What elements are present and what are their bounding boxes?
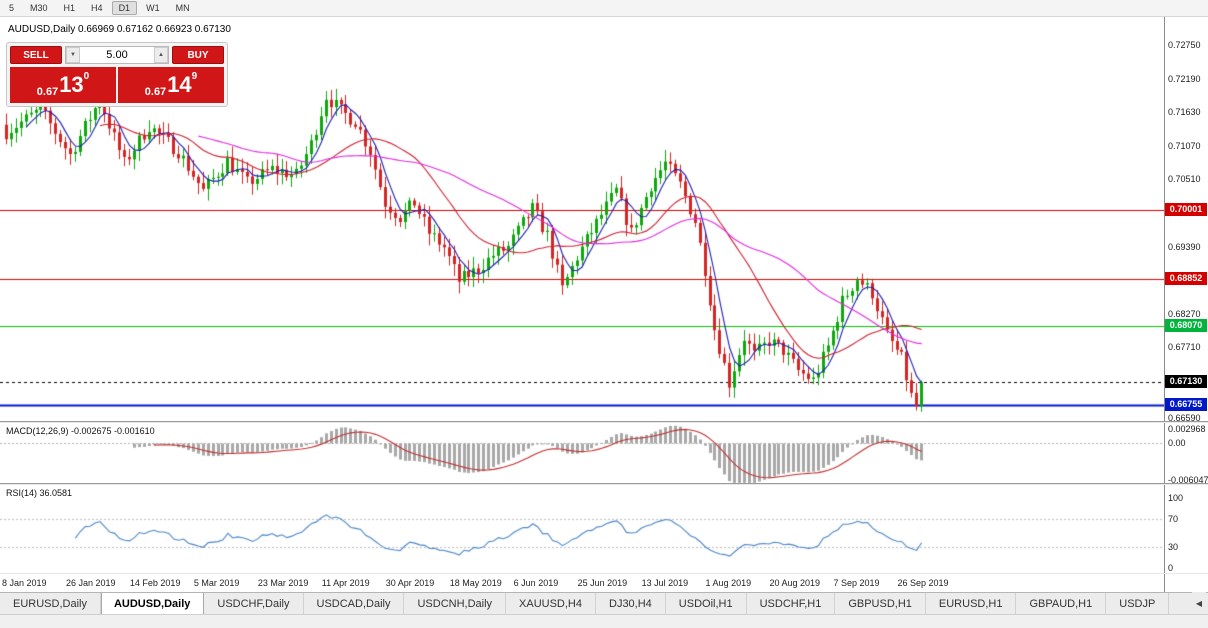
chart-tab-usdchf-h1[interactable]: USDCHF,H1 — [747, 593, 836, 614]
macd-pane-divider[interactable] — [0, 421, 1208, 423]
sell-button[interactable]: SELL — [10, 46, 62, 64]
chart-tab-audusd-daily[interactable]: AUDUSD,Daily — [100, 593, 205, 614]
chart-tab-xauusd-h4[interactable]: XAUUSD,H4 — [506, 593, 596, 614]
symbol-ohlc-title: AUDUSD,Daily 0.66969 0.67162 0.66923 0.6… — [8, 24, 231, 35]
date-axis-label: 5 Mar 2019 — [193, 578, 240, 588]
price-axis-tick: 0.69390 — [1168, 241, 1201, 252]
sell-price-box[interactable]: 0.67 13 0 — [10, 67, 116, 103]
date-axis-label: 7 Sep 2019 — [833, 578, 880, 588]
price-axis-tick: 0.70510 — [1168, 174, 1201, 185]
date-axis-label: 11 Apr 2019 — [321, 578, 370, 588]
timeframe-button-h1[interactable]: H1 — [57, 1, 83, 15]
timeframe-button-h4[interactable]: H4 — [84, 1, 110, 15]
date-axis-label: 30 Apr 2019 — [385, 578, 435, 588]
macd-indicator-label: MACD(12,26,9) -0.002675 -0.001610 — [6, 426, 155, 436]
buy-price-pip: 9 — [191, 71, 198, 82]
date-axis-label: 8 Jan 2019 — [2, 578, 47, 588]
price-axis[interactable] — [1164, 17, 1208, 592]
chart-tab-eurusd-daily[interactable]: EURUSD,Daily — [0, 593, 101, 614]
timeframe-toolbar: 5 M30 H1 H4 D1 W1 MN — [0, 0, 1208, 17]
chart-tab-usdcad-daily[interactable]: USDCAD,Daily — [304, 593, 405, 614]
buy-price-big: 14 — [167, 72, 192, 97]
time-axis-divider — [0, 573, 1208, 574]
sell-price-big: 13 — [59, 72, 84, 97]
macd-axis-tick: 0.00 — [1168, 438, 1186, 449]
price-axis-tick: 0.71630 — [1168, 107, 1201, 118]
chart-window: AUDUSD,Daily 0.66969 0.67162 0.66923 0.6… — [0, 17, 1208, 592]
macd-axis-tick: -0.006047 — [1168, 475, 1208, 486]
one-click-trading-panel: SELL ▼ 5.00 ▲ BUY 0.67 13 0 0.67 14 9 — [6, 42, 228, 107]
date-axis-label: 14 Feb 2019 — [129, 578, 181, 588]
date-axis-label: 23 Mar 2019 — [257, 578, 309, 588]
timeframe-button-w1[interactable]: W1 — [139, 1, 167, 15]
volume-decrease-icon[interactable]: ▼ — [66, 47, 80, 63]
sell-price-pip: 0 — [83, 71, 90, 82]
date-axis-label: 20 Aug 2019 — [769, 578, 821, 588]
chart-tab-bar: EURUSD,Daily AUDUSD,Daily USDCHF,Daily USDC… — [0, 592, 1208, 614]
price-axis-tick: 0.66590 — [1168, 412, 1201, 423]
date-axis-label: 25 Jun 2019 — [577, 578, 628, 588]
date-axis-label: 1 Aug 2019 — [705, 578, 752, 588]
chart-tab-dj30-h4[interactable]: DJ30,H4 — [596, 593, 666, 614]
price-axis-tick: 0.67710 — [1168, 342, 1201, 353]
volume-stepper: ▼ 5.00 ▲ — [65, 46, 169, 64]
timeframe-button-m30[interactable]: M30 — [23, 1, 55, 15]
chart-tab-eurusd-h1[interactable]: EURUSD,H1 — [926, 593, 1017, 614]
rsi-axis-tick: 100 — [1168, 493, 1184, 503]
timeframe-button-5[interactable]: 5 — [2, 1, 21, 15]
price-level-badge: 0.70001 — [1165, 202, 1207, 216]
chart-tab-gbpaud-h1[interactable]: GBPAUD,H1 — [1016, 593, 1107, 614]
date-axis-label: 13 Jul 2019 — [641, 578, 689, 588]
buy-price-base: 0.67 — [144, 86, 167, 98]
volume-increase-icon[interactable]: ▲ — [154, 47, 168, 63]
date-axis-label: 26 Jan 2019 — [65, 578, 116, 588]
tab-scroll-left-icon[interactable]: ◀ — [1191, 592, 1206, 614]
price-level-badge: 0.67130 — [1165, 375, 1207, 389]
date-axis-label: 18 May 2019 — [449, 578, 502, 588]
price-axis-tick: 0.72750 — [1168, 39, 1201, 50]
rsi-pane-divider[interactable] — [0, 483, 1208, 485]
price-level-badge: 0.68070 — [1165, 318, 1207, 332]
chart-tab-gbpusd-h1[interactable]: GBPUSD,H1 — [835, 593, 926, 614]
sell-price-base: 0.67 — [36, 86, 59, 98]
price-axis-tick: 0.71070 — [1168, 140, 1201, 151]
price-level-badge: 0.68852 — [1165, 271, 1207, 285]
chart-tab-usdoil-h1[interactable]: USDOil,H1 — [666, 593, 747, 614]
chart-tab-usdchf-daily[interactable]: USDCHF,Daily — [204, 593, 304, 614]
price-chart-canvas[interactable] — [0, 17, 1164, 592]
rsi-indicator-label: RSI(14) 36.0581 — [6, 488, 73, 498]
timeframe-button-d1[interactable]: D1 — [111, 1, 138, 15]
rsi-axis-tick: 0 — [1168, 563, 1174, 573]
timeframe-button-mn[interactable]: MN — [169, 1, 197, 15]
buy-button[interactable]: BUY — [172, 46, 224, 64]
macd-axis-tick: 0.002968 — [1168, 424, 1206, 435]
price-axis-tick: 0.68270 — [1168, 308, 1201, 319]
date-axis-label: 26 Sep 2019 — [897, 578, 949, 588]
date-axis-label: 6 Jun 2019 — [513, 578, 559, 588]
rsi-axis-tick: 30 — [1168, 542, 1179, 552]
chart-tab-usdjp[interactable]: USDJP — [1106, 593, 1170, 614]
price-axis-tick: 0.72190 — [1168, 73, 1201, 84]
price-level-badge: 0.66755 — [1165, 397, 1207, 411]
status-strip — [0, 614, 1208, 628]
buy-price-box[interactable]: 0.67 14 9 — [118, 67, 224, 103]
rsi-axis-tick: 70 — [1168, 514, 1179, 524]
chart-tab-usdcnh-daily[interactable]: USDCNH,Daily — [404, 593, 507, 614]
volume-value[interactable]: 5.00 — [106, 49, 128, 61]
